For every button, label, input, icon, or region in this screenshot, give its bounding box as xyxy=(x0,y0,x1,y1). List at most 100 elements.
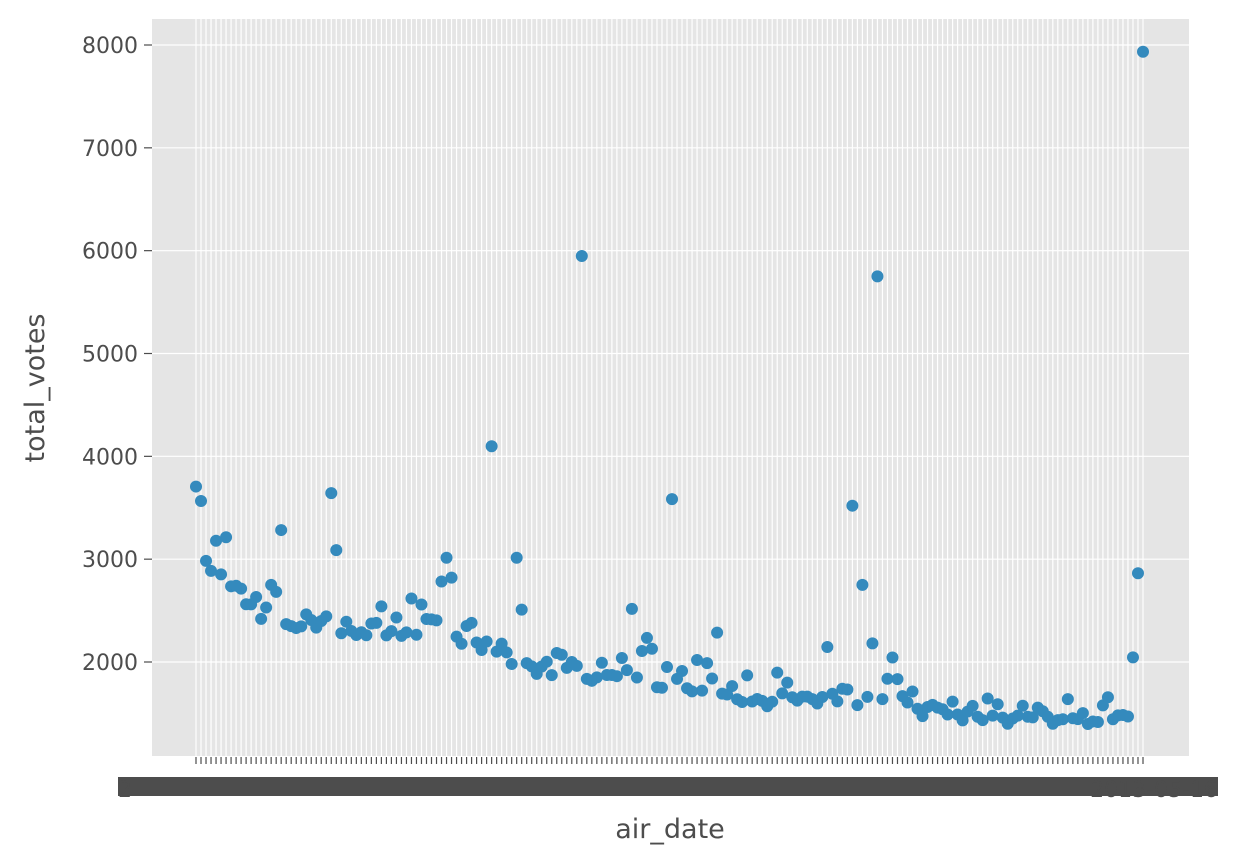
data-point xyxy=(570,659,583,672)
y-tick-label: 6000 xyxy=(82,240,138,265)
y-axis-ticks: 2000 3000 4000 5000 6000 7000 8000 xyxy=(82,34,152,676)
data-point xyxy=(210,534,223,547)
data-point xyxy=(625,602,638,615)
data-point xyxy=(831,695,844,708)
data-point xyxy=(435,575,448,588)
data-point xyxy=(1101,691,1114,704)
data-point xyxy=(325,487,338,500)
data-point xyxy=(260,601,273,614)
data-points xyxy=(190,45,1149,731)
data-point xyxy=(660,661,673,674)
data-point xyxy=(821,640,834,653)
data-point xyxy=(871,270,884,283)
data-point xyxy=(440,551,453,564)
data-point xyxy=(270,585,283,598)
data-point xyxy=(415,598,428,611)
data-point xyxy=(956,714,969,727)
data-point xyxy=(485,440,498,453)
data-point xyxy=(946,695,959,708)
data-point xyxy=(200,554,213,567)
data-point xyxy=(701,657,714,670)
data-point xyxy=(220,531,233,544)
data-point xyxy=(275,524,288,537)
data-point xyxy=(986,709,999,722)
data-point xyxy=(711,626,724,639)
data-point xyxy=(696,684,709,697)
data-point xyxy=(776,687,789,700)
grid-lines xyxy=(152,19,1189,756)
data-point xyxy=(816,690,829,703)
data-point xyxy=(515,603,528,616)
data-point xyxy=(630,671,643,684)
data-point xyxy=(455,637,468,650)
x-tick-label-first: 2 xyxy=(118,778,132,803)
data-point xyxy=(976,714,989,727)
data-point xyxy=(540,655,553,668)
data-point xyxy=(215,568,228,581)
data-point xyxy=(1016,699,1029,712)
data-point xyxy=(430,614,443,627)
data-point xyxy=(410,628,423,641)
data-point xyxy=(1076,707,1089,720)
x-tick-labels: 2 2013-05-16 xyxy=(118,777,1218,803)
data-point xyxy=(400,626,413,639)
y-tick-label: 7000 xyxy=(82,137,138,162)
data-point xyxy=(610,670,623,683)
data-point xyxy=(370,616,383,629)
data-point xyxy=(330,544,343,557)
y-tick-label: 8000 xyxy=(82,34,138,59)
data-point xyxy=(856,578,869,591)
data-point xyxy=(781,676,794,689)
data-point xyxy=(666,493,679,506)
data-point xyxy=(1131,567,1144,580)
data-point xyxy=(876,693,889,706)
data-point xyxy=(575,250,588,263)
y-tick-label: 2000 xyxy=(82,651,138,676)
data-point xyxy=(595,656,608,669)
data-point xyxy=(901,696,914,709)
data-point xyxy=(190,480,202,493)
y-tick-label: 5000 xyxy=(82,343,138,368)
data-point xyxy=(941,708,954,721)
data-point xyxy=(500,646,513,659)
data-point xyxy=(841,683,854,696)
data-point xyxy=(405,592,418,605)
x-axis-ticks xyxy=(195,757,1144,764)
data-point xyxy=(866,637,879,650)
data-point xyxy=(635,644,648,657)
data-point xyxy=(981,692,994,705)
y-tick-label: 3000 xyxy=(82,548,138,573)
data-point xyxy=(375,600,388,613)
data-point xyxy=(1026,711,1039,724)
data-point xyxy=(1011,709,1024,722)
data-point xyxy=(205,564,218,577)
data-point xyxy=(385,625,398,638)
data-point xyxy=(686,685,699,698)
data-point xyxy=(766,695,779,708)
data-point xyxy=(1121,710,1134,723)
data-point xyxy=(861,690,874,703)
data-point xyxy=(545,669,558,682)
data-point xyxy=(906,685,919,698)
y-axis-title: total_votes xyxy=(20,313,51,462)
data-point xyxy=(510,551,523,564)
data-point xyxy=(991,698,1004,711)
data-point xyxy=(1137,45,1149,58)
data-point xyxy=(250,591,263,604)
data-point xyxy=(741,669,754,682)
data-point xyxy=(620,664,633,677)
data-point xyxy=(235,582,248,595)
data-point xyxy=(966,699,979,712)
data-point xyxy=(590,671,603,684)
data-point xyxy=(676,665,689,678)
x-tick-label-band xyxy=(118,777,1218,796)
data-point xyxy=(881,672,894,685)
data-point xyxy=(891,673,904,686)
data-point xyxy=(645,642,658,655)
data-point xyxy=(320,610,333,623)
data-point xyxy=(255,612,268,625)
data-point xyxy=(445,571,458,584)
data-point xyxy=(846,499,859,512)
data-point xyxy=(390,611,403,624)
